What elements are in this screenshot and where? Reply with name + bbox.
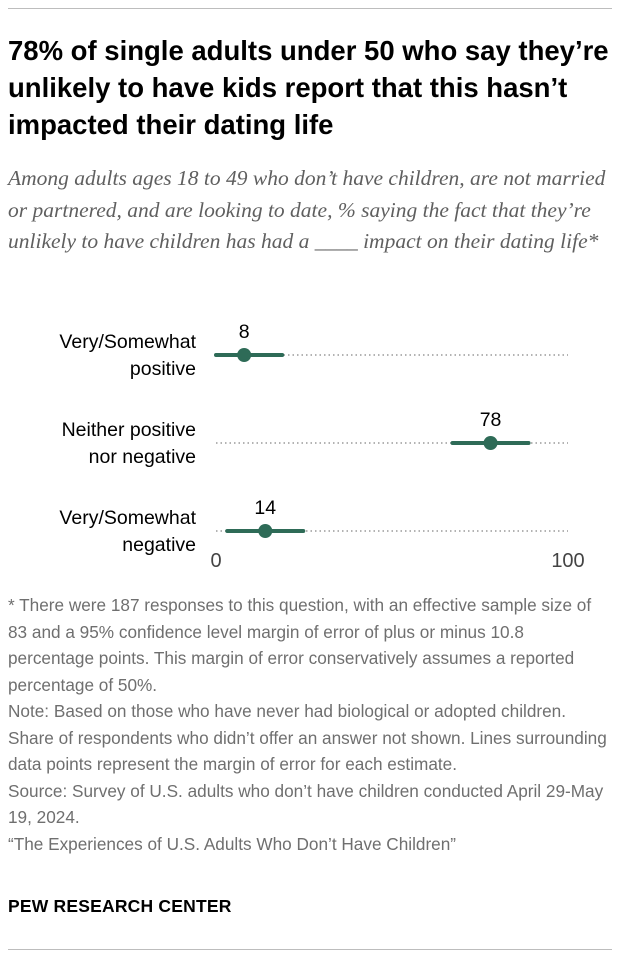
report-text: “The Experiences of U.S. Adults Who Don’… [8,833,457,854]
chart-notes: * There were 187 responses to this quest… [8,592,614,857]
category-label-line: Very/Somewhat [59,331,196,353]
value-label: 14 [254,497,276,519]
data-point [483,436,498,450]
data-point [237,348,252,362]
category-label: Neither positive nor negative [62,419,196,468]
bottom-rule [8,949,612,950]
category-label: Very/Somewhat positive [59,331,196,380]
brand-logo: PEW RESEARCH CENTER [8,896,232,916]
category-label-line: nor negative [89,446,196,468]
top-rule [8,8,612,9]
category-label-line: positive [130,358,196,380]
footnote-text: * There were 187 responses to this quest… [8,595,592,695]
source-text: Source: Survey of U.S. adults who don’t … [8,780,604,828]
category-label: Very/Somewhat negative [59,507,196,556]
chart-title: 78% of single adults under 50 who say th… [8,35,609,140]
value-label: 8 [239,321,250,343]
dot-plot: Very/Somewhat positive 8 Neither positive no… [59,321,584,572]
value-label: 78 [480,409,502,431]
x-tick-label: 100 [551,550,584,572]
category-label-line: Neither positive [62,419,196,441]
category-label-line: negative [122,534,196,556]
data-point [258,524,273,538]
x-tick-label: 0 [210,550,221,572]
category-label-line: Very/Somewhat [59,507,196,529]
chart-subtitle: Among adults ages 18 to 49 who don’t hav… [8,166,606,253]
note-text: Note: Based on those who have never had … [8,701,607,774]
